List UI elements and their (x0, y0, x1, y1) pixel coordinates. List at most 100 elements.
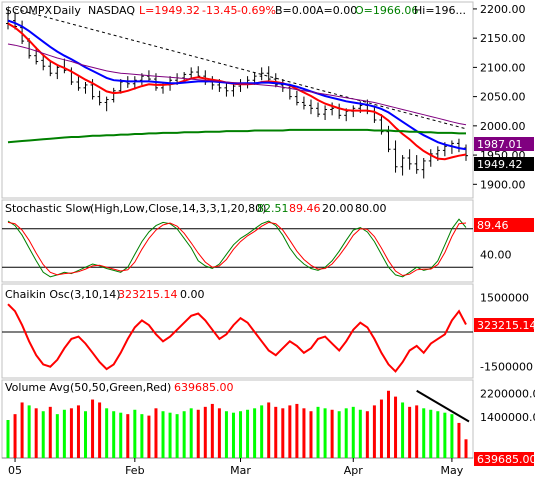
ohlc-bar (308, 99, 313, 115)
volume-bar (386, 390, 390, 458)
volume-bar (401, 402, 405, 458)
volume-bar (27, 405, 31, 458)
volume-title: Volume Avg (5, 381, 70, 394)
volume-bar (337, 411, 341, 458)
chaikin-y-tick-label: -1500000 (480, 361, 533, 374)
x-tick-label: May (441, 464, 464, 477)
volume-bar (288, 405, 292, 458)
volume-bar (98, 402, 102, 458)
volume-bar (175, 414, 179, 458)
volume-bar (443, 412, 447, 458)
volume-bar (408, 406, 412, 458)
x-tick-label: Feb (125, 464, 144, 477)
volume-bar (231, 412, 235, 458)
ohlc-bar (330, 102, 335, 116)
volume-bar (358, 409, 362, 458)
chaikin-value-1: 323215.14 (118, 288, 178, 301)
volume-bar (302, 408, 306, 458)
volume-trendline (416, 389, 470, 423)
ohlc-bar (393, 140, 398, 173)
volume-value-1: 639685.00 (174, 381, 234, 394)
tag-ma200-bg (474, 137, 534, 151)
stoch-value-4: 80.00 (355, 202, 387, 215)
ohlc-bar (414, 155, 419, 174)
ohlc-bar (464, 144, 468, 161)
header-high: Hi=196... (414, 4, 466, 17)
volume-bar (323, 408, 327, 458)
x-tick-label: Mar (230, 464, 251, 477)
chaikin-title: Chaikin Osc (5, 288, 70, 301)
price-y-tick-label: 1900.00 (480, 178, 526, 191)
price-panel-frame (1, 1, 474, 199)
axis-labels: 2200.002150.002100.002050.002000.001950.… (8, 3, 535, 477)
ohlc-bar (83, 82, 88, 94)
tag-chaikin-bg (474, 318, 534, 332)
ohlc-bar (337, 103, 342, 119)
ohlc-bar (456, 138, 461, 153)
volume-bar (217, 408, 221, 458)
volume-bar (62, 409, 66, 458)
volume-bar (274, 406, 278, 458)
volume-bar (464, 439, 468, 458)
volume-bar (330, 409, 334, 458)
ohlc-bar (231, 83, 236, 97)
volume-bar (76, 405, 80, 458)
stoch-line-2 (7, 221, 467, 277)
price-ma-line-3 (7, 43, 467, 126)
volume-bar (154, 408, 158, 458)
volume-bar (379, 399, 383, 458)
ohlc-bar (146, 70, 151, 82)
volume-bar (224, 411, 228, 458)
volume-bar (309, 411, 313, 458)
price-ma-line-1 (7, 22, 467, 161)
price-trendline (14, 8, 467, 130)
tag-stoch: 89.46 (477, 219, 509, 232)
volume-bar (239, 411, 243, 458)
header-last: L=1949.32 (139, 4, 200, 17)
volume-bar (260, 405, 264, 458)
volume-plot (6, 389, 470, 458)
header-bid: B=0.00 (275, 4, 316, 17)
volume-bar (365, 411, 369, 458)
volume-bar (253, 408, 257, 458)
ohlc-bar (407, 149, 412, 170)
ohlc-bar (421, 158, 426, 179)
ohlc-bar (266, 66, 271, 82)
ohlc-bar (280, 79, 285, 92)
volume-bar (295, 403, 299, 458)
stoch-title: Stochastic Slow (5, 202, 91, 215)
volume-bar (394, 396, 398, 458)
volume-bar (267, 402, 271, 458)
ohlc-bar (210, 76, 215, 90)
volume-bar (372, 405, 376, 458)
ohlc-bar (196, 66, 201, 78)
header-change: -13.45 (202, 4, 237, 17)
volume-bar (422, 408, 426, 458)
volume-bar (450, 414, 454, 458)
volume-bar (48, 406, 52, 458)
ohlc-bar (238, 79, 243, 92)
volume-bar (182, 411, 186, 458)
volume-bar (415, 405, 419, 458)
tag-stoch-bg (474, 218, 534, 232)
volume-bar (13, 414, 17, 458)
stoch-panel-frame (1, 199, 474, 283)
x-tick-label: Apr (344, 464, 364, 477)
volume-params: (50,50,Green,Red) (70, 381, 171, 394)
ohlc-bar (97, 90, 102, 106)
header-period: Daily (53, 4, 81, 17)
volume-bar (55, 414, 59, 458)
stoch-value-3: 20.00 (322, 202, 354, 215)
volume-bar (34, 408, 38, 458)
volume-y-tick-label: 2200000.00 (480, 388, 535, 401)
ohlc-bar (104, 96, 109, 112)
price-plot (6, 8, 468, 179)
volume-bar (69, 408, 73, 458)
stoch-value-2: 89.46 (289, 202, 321, 215)
chaikin-y-tick-label: 1500000 (480, 291, 529, 304)
volume-bar (436, 411, 440, 458)
volume-bar (281, 408, 285, 458)
ohlc-bar (316, 102, 321, 118)
price-y-tick-label: 2050.00 (480, 91, 526, 104)
